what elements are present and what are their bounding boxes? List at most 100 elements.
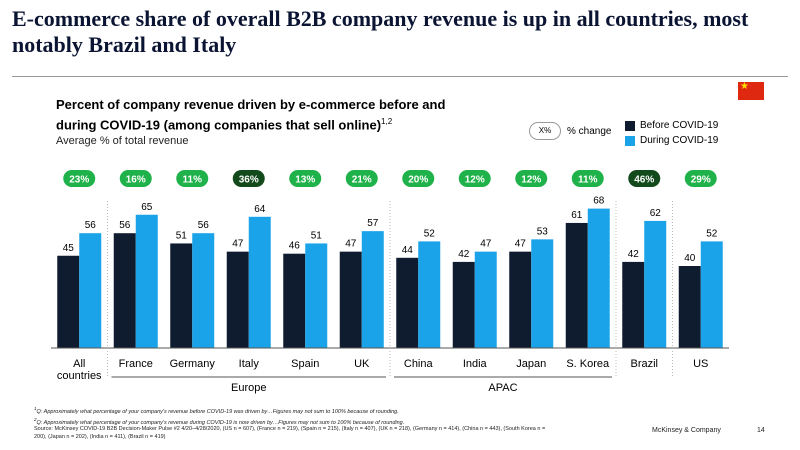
category-label: China bbox=[404, 358, 434, 370]
group-label: APAC bbox=[488, 382, 517, 394]
bar-before bbox=[113, 233, 136, 348]
bar-before bbox=[396, 257, 419, 348]
pct-change-label: 11% bbox=[578, 175, 598, 186]
data-label-before: 45 bbox=[63, 243, 75, 254]
pct-change-label: 12% bbox=[521, 175, 541, 186]
pct-change-label: 29% bbox=[691, 175, 711, 186]
data-label-during: 57 bbox=[367, 218, 379, 229]
pct-change-pill bbox=[684, 170, 717, 187]
pct-change-label: 11% bbox=[183, 175, 203, 186]
pct-change-pill bbox=[63, 170, 96, 187]
source-note: Source: McKinsey COVID-19 B2B Decision-M… bbox=[34, 426, 546, 440]
pct-change-pill bbox=[289, 170, 322, 187]
bar-during bbox=[418, 241, 441, 348]
title-divider bbox=[12, 76, 788, 77]
pct-change-label: 21% bbox=[352, 175, 372, 186]
bar-before bbox=[678, 266, 701, 348]
bar-before bbox=[226, 251, 249, 348]
legend-label-during: During COVID-19 bbox=[640, 135, 719, 146]
chart-subtitle: Average % of total revenue bbox=[56, 135, 189, 147]
pct-change-pill bbox=[571, 170, 604, 187]
footnotes: 1Q: Approximately what percentage of you… bbox=[34, 405, 404, 427]
pct-change-label: 46% bbox=[634, 175, 654, 186]
headline: E-commerce share of overall B2B company … bbox=[12, 6, 749, 57]
pct-change-pill bbox=[345, 170, 378, 187]
china-flag-icon: ★ bbox=[738, 81, 764, 100]
bar-during bbox=[361, 231, 384, 348]
bar-before bbox=[57, 255, 80, 348]
bar-during bbox=[700, 241, 723, 348]
legend-swatch-before bbox=[625, 120, 635, 131]
bar-before bbox=[452, 261, 475, 348]
category-label: All bbox=[73, 358, 85, 370]
chart-title: Percent of company revenue driven by e-c… bbox=[56, 96, 476, 133]
bar-during bbox=[531, 239, 554, 348]
bar-during bbox=[192, 233, 215, 348]
pct-change-label: 16% bbox=[126, 175, 146, 186]
data-label-during: 52 bbox=[706, 228, 718, 239]
data-label-during: 51 bbox=[311, 230, 323, 241]
bar-during bbox=[135, 214, 158, 348]
category-label: India bbox=[463, 358, 488, 370]
data-label-during: 64 bbox=[254, 204, 266, 215]
footnote-2: 2Q: Approximately what percentage of you… bbox=[34, 416, 405, 426]
pct-change-pill bbox=[458, 170, 491, 187]
data-label-during: 62 bbox=[650, 208, 662, 219]
footnote-1: 1Q: Approximately what percentage of you… bbox=[34, 406, 399, 415]
category-label: Italy bbox=[239, 358, 260, 370]
pct-change-pill bbox=[176, 170, 209, 187]
data-label-before: 51 bbox=[176, 230, 188, 241]
bar-before bbox=[509, 251, 532, 348]
bar-before bbox=[565, 222, 588, 348]
pct-change-pill bbox=[232, 170, 265, 187]
category-label: countries bbox=[57, 370, 102, 382]
pct-change-pill bbox=[628, 170, 661, 187]
pct-change-pill bbox=[119, 170, 152, 187]
category-label: Germany bbox=[170, 358, 216, 370]
legend-label-before: Before COVID-19 bbox=[640, 120, 719, 131]
data-label-before: 42 bbox=[458, 249, 470, 260]
category-label: Brazil bbox=[630, 358, 658, 370]
data-label-during: 68 bbox=[593, 196, 605, 207]
percent-change-label: % change bbox=[567, 125, 612, 137]
category-label: Spain bbox=[291, 358, 319, 370]
legend-swatch-during bbox=[625, 135, 635, 146]
data-label-during: 52 bbox=[424, 228, 436, 239]
pct-change-label: 12% bbox=[465, 175, 485, 186]
pct-change-pill bbox=[515, 170, 548, 187]
legend: Before COVID-19 During COVID-19 bbox=[625, 118, 718, 148]
bar-during bbox=[587, 208, 610, 348]
percent-change-oval: X% bbox=[529, 122, 561, 140]
page-number: 14 bbox=[757, 427, 765, 434]
group-label: Europe bbox=[231, 382, 266, 394]
bar-during bbox=[79, 233, 102, 348]
pct-change-label: 20% bbox=[408, 175, 428, 186]
data-label-before: 40 bbox=[684, 253, 696, 264]
data-label-before: 61 bbox=[571, 210, 583, 221]
data-label-during: 47 bbox=[480, 239, 492, 250]
bar-during bbox=[644, 220, 667, 348]
category-label: Japan bbox=[516, 358, 546, 370]
category-label: S. Korea bbox=[566, 358, 610, 370]
data-label-during: 53 bbox=[537, 226, 549, 237]
data-label-before: 46 bbox=[289, 241, 301, 252]
bar-before bbox=[283, 253, 306, 348]
percent-change-legend: X% % change bbox=[529, 122, 611, 140]
pct-change-label: 23% bbox=[69, 175, 89, 186]
pct-change-pill bbox=[402, 170, 435, 187]
category-label: UK bbox=[354, 358, 370, 370]
chart-title-text: Percent of company revenue driven by e-c… bbox=[56, 97, 446, 133]
data-label-before: 44 bbox=[402, 245, 414, 256]
data-label-during: 65 bbox=[141, 202, 153, 213]
data-label-before: 42 bbox=[628, 249, 640, 260]
data-label-before: 56 bbox=[119, 220, 131, 231]
data-label-before: 47 bbox=[232, 239, 244, 250]
data-label-during: 56 bbox=[85, 220, 97, 231]
legend-item-before: Before COVID-19 bbox=[625, 118, 718, 133]
data-label-during: 56 bbox=[198, 220, 210, 231]
category-label: France bbox=[119, 358, 153, 370]
data-label-before: 47 bbox=[515, 239, 527, 250]
brand-name: McKinsey & Company bbox=[652, 427, 721, 434]
bar-before bbox=[339, 251, 362, 348]
